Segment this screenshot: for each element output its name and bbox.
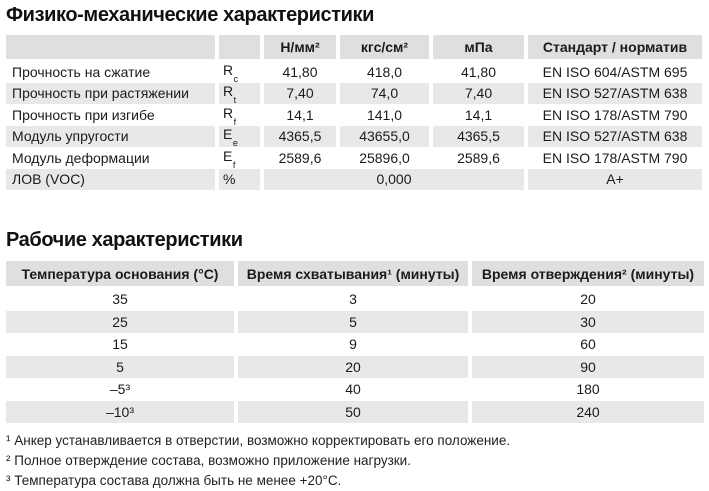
table-row-tension: Прочность при растяжении Rt 7,40 74,0 7,… [6, 82, 702, 105]
value-standard: EN ISO 527/ASTM 638 [528, 125, 702, 147]
footnote-2: ² Полное отверждение состава, возможно п… [6, 453, 411, 468]
voc-value: 0,000 [264, 168, 524, 190]
value-mpa: 14,1 [464, 106, 493, 123]
property-name: ЛОВ (VOC) [6, 168, 215, 190]
setting-time-value: 9 [349, 336, 357, 353]
curing-time-value: 60 [580, 336, 596, 353]
table-header-row: Температура основания (°С) Время схватыв… [6, 261, 704, 286]
value-kgscm2: 43655,0 [340, 125, 429, 147]
table-header-row: Н/мм² кгс/см² мПа Стандарт / норматив [6, 35, 702, 59]
curing-time-value: 180 [576, 381, 600, 398]
table-row: 5 20 90 [6, 355, 704, 378]
temperature-value: 15 [112, 336, 128, 353]
table-row-flexural: Прочность при изгибе Rf 14,1 141,0 14,1 … [6, 104, 702, 126]
temperature-value: 25 [6, 310, 234, 333]
temperature-value: 5 [6, 355, 234, 378]
header-cell-setting-time: Время схватывания¹ (минуты) [238, 261, 468, 286]
property-symbol: Ef [223, 147, 236, 170]
header-cell-symbol [219, 35, 260, 59]
value-standard: EN ISO 178/ASTM 790 [542, 106, 688, 123]
value-nmm2: 41,80 [282, 63, 318, 80]
table-row: 25 5 30 [6, 310, 704, 333]
footnotes: ¹ Анкер устанавливается в отверстии, воз… [6, 431, 709, 491]
value-mpa: 7,40 [433, 82, 524, 104]
value-nmm2: 4365,5 [264, 125, 336, 147]
table-row-elastic-modulus: Модуль упругости Ee 4365,5 43655,0 4365,… [6, 125, 702, 148]
setting-time-value: 5 [238, 310, 468, 333]
section-title-working: Рабочие характеристики [6, 229, 243, 251]
value-mpa: 2589,6 [457, 149, 500, 166]
curing-time-value: 240 [472, 400, 704, 423]
voc-rating: A+ [528, 168, 702, 190]
working-properties-table: Температура основания (°С) Время схватыв… [6, 261, 709, 423]
physical-properties-table: Н/мм² кгс/см² мПа Стандарт / норматив Пр… [6, 35, 709, 190]
section-title-physical: Физико-механические характеристики [6, 4, 375, 26]
value-kgscm2: 25896,0 [359, 149, 410, 166]
value-kgscm2: 141,0 [366, 106, 403, 123]
header-cell-curing-time: Время отверждения² (минуты) [472, 261, 704, 286]
footnote-1: ¹ Анкер устанавливается в отверстии, воз… [6, 433, 511, 448]
header-cell-standard: Стандарт / норматив [528, 35, 702, 59]
header-cell-property [6, 35, 215, 59]
table-row: –10³ 50 240 [6, 400, 704, 423]
header-cell-base-temperature: Температура основания (°С) [6, 261, 234, 286]
value-standard: EN ISO 178/ASTM 790 [542, 149, 688, 166]
temperature-value: –5³ [109, 381, 131, 398]
value-nmm2: 7,40 [264, 82, 336, 104]
value-standard: EN ISO 527/ASTM 638 [528, 82, 702, 104]
setting-time-value: 40 [345, 381, 361, 398]
value-nmm2: 2589,6 [278, 149, 322, 166]
property-name: Прочность на сжатие [12, 63, 151, 80]
header-cell-mpa: мПа [433, 35, 524, 59]
value-mpa: 41,80 [460, 63, 497, 80]
curing-time-value: 30 [472, 310, 704, 333]
property-name: Прочность при растяжении [6, 82, 215, 104]
table-row-deformation-modulus: Модуль деформации Ef 2589,6 25896,0 2589… [6, 147, 702, 169]
curing-time-value: 20 [580, 291, 596, 308]
setting-time-value: 20 [238, 355, 468, 378]
table-row: 15 9 60 [6, 333, 704, 356]
temperature-value: 35 [112, 291, 128, 308]
value-kgscm2: 418,0 [366, 63, 403, 80]
property-name: Прочность при изгибе [12, 106, 155, 123]
footnote-3: ³ Температура состава должна быть не мен… [6, 473, 342, 488]
property-symbol: Ee [219, 125, 260, 148]
table-row-compression: Прочность на сжатие Rc 41,80 418,0 41,80… [6, 61, 702, 83]
property-symbol: Rc [223, 61, 239, 84]
value-kgscm2: 74,0 [340, 82, 429, 104]
property-symbol: Rf [223, 104, 237, 127]
setting-time-value: 3 [349, 291, 357, 308]
value-standard: EN ISO 604/ASTM 695 [542, 63, 688, 80]
header-cell-nmm2: Н/мм² [264, 35, 336, 59]
table-row: –5³ 40 180 [6, 378, 704, 401]
property-symbol: Rt [219, 82, 260, 105]
value-mpa: 4365,5 [433, 125, 524, 147]
table-row: 35 3 20 [6, 288, 704, 311]
curing-time-value: 90 [472, 355, 704, 378]
property-symbol: % [219, 168, 260, 190]
property-name: Модуль деформации [12, 149, 150, 166]
table-row-voc: ЛОВ (VOC) % 0,000 A+ [6, 168, 702, 190]
value-nmm2: 14,1 [286, 106, 314, 123]
property-name: Модуль упругости [6, 125, 215, 147]
setting-time-value: 50 [238, 400, 468, 423]
header-cell-kgscm2: кгс/см² [340, 35, 429, 59]
temperature-value: –10³ [6, 400, 234, 423]
